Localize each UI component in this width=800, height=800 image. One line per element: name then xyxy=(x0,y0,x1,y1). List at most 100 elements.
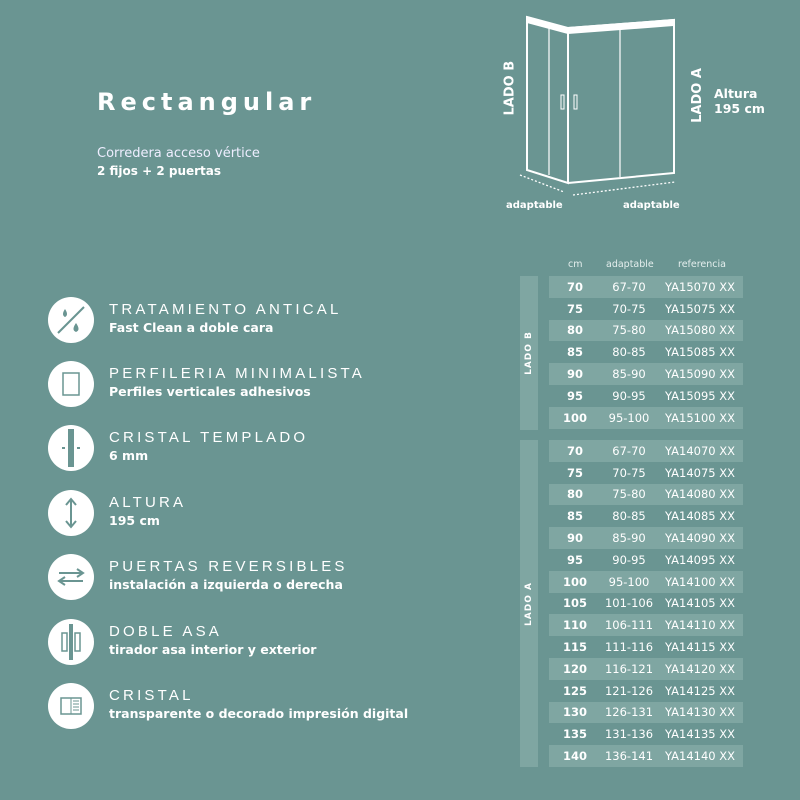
table-row: 90 85-90 YA14090 XX xyxy=(549,527,743,549)
feature-title: ALTURA xyxy=(109,494,187,511)
lado-b-table: 70 67-70 YA15070 XX 75 70-75 YA15075 XX 80 75-8… xyxy=(549,276,743,429)
cell-referencia: YA14095 XX xyxy=(665,552,735,567)
header-referencia: referencia xyxy=(678,259,726,270)
feature-item: TRATAMIENTO ANTICAL Fast Clean a doble c… xyxy=(48,297,488,345)
cell-referencia: YA15090 XX xyxy=(665,367,735,382)
cell-adaptable: 95-100 xyxy=(608,410,650,425)
feature-item: PERFILERIA MINIMALISTA Perfiles vertical… xyxy=(48,361,488,409)
table-row: 140 136-141 YA14140 XX xyxy=(549,745,743,767)
cell-adaptable: 80-85 xyxy=(612,345,646,360)
subtitle: Corredera acceso vértice xyxy=(97,146,260,161)
cell-adaptable: 101-106 xyxy=(604,596,654,611)
cell-referencia: YA15095 XX xyxy=(665,388,735,403)
cell-cm: 110 xyxy=(562,618,587,633)
page-title: Rectangular xyxy=(97,88,317,116)
cell-cm: 100 xyxy=(562,410,587,425)
table-row: 75 70-75 YA14075 XX xyxy=(549,462,743,484)
table-row: 130 126-131 YA14130 XX xyxy=(549,701,743,724)
double-handle-icon xyxy=(48,619,94,665)
cell-cm: 140 xyxy=(562,749,587,764)
feature-title: PUERTAS REVERSIBLES xyxy=(109,558,348,575)
cell-cm: 95 xyxy=(566,552,583,567)
cell-adaptable: 90-95 xyxy=(612,552,646,567)
cell-referencia: YA15100 XX xyxy=(665,410,735,425)
cell-cm: 85 xyxy=(566,345,583,360)
cell-cm: 75 xyxy=(566,465,583,480)
cell-adaptable: 67-70 xyxy=(612,279,646,294)
anti-limescale-icon xyxy=(48,297,94,343)
feature-title: DOBLE ASA xyxy=(109,623,223,640)
feature-desc: instalación a izquierda o derecha xyxy=(109,577,343,592)
feature-desc: tirador asa interior y exterior xyxy=(109,642,317,657)
cell-adaptable: 75-80 xyxy=(612,323,646,338)
cell-cm: 120 xyxy=(562,661,587,676)
table-row: 90 85-90 YA15090 XX xyxy=(549,363,743,385)
cell-referencia: YA14120 XX xyxy=(665,661,735,676)
feature-title: CRISTAL xyxy=(109,687,194,704)
table-row: 100 95-100 YA15100 XX xyxy=(549,406,743,429)
feature-desc: Perfiles verticales adhesivos xyxy=(109,384,311,399)
cell-adaptable: 95-100 xyxy=(608,574,650,589)
altura-label: Altura xyxy=(714,86,758,101)
altura-value: 195 cm xyxy=(714,101,765,116)
feature-title: CRISTAL TEMPLADO xyxy=(109,429,309,446)
feature-item: DOBLE ASA tirador asa interior y exterio… xyxy=(48,619,488,667)
table-row: 70 67-70 YA15070 XX xyxy=(549,276,743,298)
lado-a-side-label: LADO A xyxy=(520,440,538,767)
cell-adaptable: 116-121 xyxy=(604,661,654,676)
cell-cm: 80 xyxy=(566,487,583,502)
cell-cm: 95 xyxy=(566,388,583,403)
table-row: 100 95-100 YA14100 XX xyxy=(549,570,743,593)
table-row: 120 116-121 YA14120 XX xyxy=(549,657,743,680)
table-row: 135 131-136 YA14135 XX xyxy=(549,723,743,745)
cell-referencia: YA14125 XX xyxy=(665,683,735,698)
cell-cm: 70 xyxy=(566,443,583,458)
cell-adaptable: 80-85 xyxy=(612,509,646,524)
cell-cm: 115 xyxy=(562,640,587,655)
glass-panel-icon xyxy=(48,683,94,729)
height-arrows-icon xyxy=(48,490,94,536)
cell-adaptable: 106-111 xyxy=(604,618,654,633)
cell-referencia: YA14090 XX xyxy=(665,531,735,546)
table-row: 70 67-70 YA14070 XX xyxy=(549,440,743,462)
cell-adaptable: 67-70 xyxy=(612,443,646,458)
header-cm: cm xyxy=(568,259,583,270)
cell-adaptable: 70-75 xyxy=(612,301,646,316)
cell-referencia: YA14110 XX xyxy=(665,618,735,633)
cell-cm: 130 xyxy=(562,705,587,720)
lado-a-table: 70 67-70 YA14070 XX 75 70-75 YA14075 XX 80 75-8… xyxy=(549,440,743,767)
cell-cm: 105 xyxy=(562,596,587,611)
cell-referencia: YA14085 XX xyxy=(665,509,735,524)
table-row: 115 111-116 YA14115 XX xyxy=(549,636,743,658)
cell-cm: 90 xyxy=(566,367,583,382)
table-row: 80 75-80 YA15080 XX xyxy=(549,319,743,342)
feature-item: CRISTAL TEMPLADO 6 mm xyxy=(48,425,488,473)
cell-referencia: YA14070 XX xyxy=(665,443,735,458)
cell-cm: 125 xyxy=(562,683,587,698)
table-row: 85 80-85 YA14085 XX xyxy=(549,505,743,527)
cell-adaptable: 90-95 xyxy=(612,388,646,403)
cell-referencia: YA14105 XX xyxy=(665,596,735,611)
cell-adaptable: 111-116 xyxy=(604,640,654,655)
profile-icon xyxy=(48,361,94,407)
cell-adaptable: 126-131 xyxy=(604,705,654,720)
cell-referencia: YA15085 XX xyxy=(665,345,735,360)
table-row: 105 101-106 YA14105 XX xyxy=(549,593,743,615)
cell-referencia: YA14115 XX xyxy=(665,640,735,655)
cell-cm: 75 xyxy=(566,301,583,316)
cell-cm: 100 xyxy=(562,574,587,589)
feature-title: PERFILERIA MINIMALISTA xyxy=(109,365,365,382)
feature-item: ALTURA 195 cm xyxy=(48,490,488,538)
table-row: 80 75-80 YA14080 XX xyxy=(549,483,743,506)
tempered-glass-icon xyxy=(48,425,94,471)
cell-cm: 85 xyxy=(566,509,583,524)
table-row: 95 90-95 YA14095 XX xyxy=(549,549,743,571)
table-row: 95 90-95 YA15095 XX xyxy=(549,385,743,407)
table-row: 85 80-85 YA15085 XX xyxy=(549,341,743,363)
feature-desc: 195 cm xyxy=(109,513,160,528)
table-row: 110 106-111 YA14110 XX xyxy=(549,614,743,637)
cell-adaptable: 70-75 xyxy=(612,465,646,480)
table-row: 125 121-126 YA14125 XX xyxy=(549,680,743,702)
configuration: 2 fijos + 2 puertas xyxy=(97,164,222,178)
cell-adaptable: 85-90 xyxy=(612,367,646,382)
